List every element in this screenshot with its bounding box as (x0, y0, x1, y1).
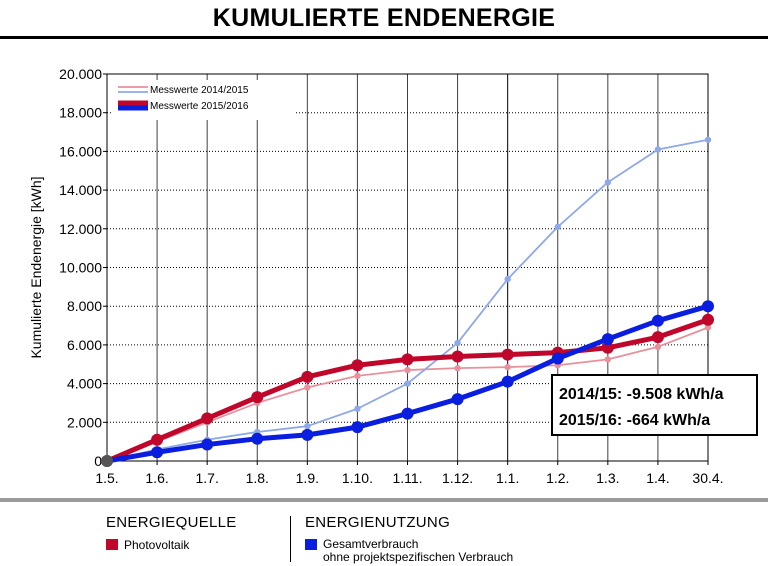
footer-divider (0, 498, 768, 502)
data-point (654, 343, 662, 351)
data-point (301, 428, 314, 441)
y-tick-label: 12.000 (59, 221, 102, 237)
x-tick-label: 1.3. (596, 470, 619, 486)
y-tick-label: 14.000 (59, 182, 102, 198)
legend-item-gesamtverbrauch: Gesamtverbrauch ohne projektspezifischen… (305, 538, 513, 564)
legend-label-gesamtverbrauch-sub: ohne projektspezifischen Verbrauch (323, 550, 514, 564)
data-point (702, 300, 714, 313)
y-tick-label: 0 (94, 453, 102, 469)
x-tick-label: 1.10. (342, 470, 373, 486)
section-energiequelle: ENERGIEQUELLE Photovoltaik (106, 514, 237, 552)
data-point (401, 407, 414, 420)
data-point (404, 366, 411, 374)
data-point (151, 446, 164, 459)
data-point (654, 146, 662, 153)
x-tick-label: 1.11. (392, 470, 422, 486)
data-point (704, 136, 712, 143)
data-point (251, 391, 264, 404)
data-point (451, 350, 464, 363)
data-point (454, 339, 461, 347)
section-divider (290, 516, 291, 562)
x-tick-label: 1.8. (246, 470, 269, 486)
data-point (604, 179, 612, 186)
legend-label-0: Messwerte 2014/2015 (150, 85, 249, 96)
data-point (304, 422, 311, 430)
data-point (101, 455, 113, 467)
title-divider (0, 36, 768, 39)
data-point (651, 314, 664, 327)
photovoltaik-swatch (106, 539, 118, 550)
section-title-energiequelle: ENERGIEQUELLE (106, 514, 237, 531)
x-tick-label: 1.1. (496, 470, 519, 486)
data-point (501, 375, 514, 388)
data-point (351, 359, 364, 372)
data-point (404, 380, 411, 387)
data-point (201, 438, 214, 451)
y-tick-label: 20.000 (59, 66, 102, 82)
y-tick-label: 6.000 (67, 337, 102, 353)
data-point (501, 348, 514, 361)
annotation-box: 2014/15: -9.508 kWh/a 2015/16: -664 kWh/… (551, 374, 758, 436)
y-tick-label: 2.000 (67, 414, 102, 430)
data-point (201, 412, 214, 425)
data-point (301, 370, 314, 383)
data-point (601, 341, 614, 354)
x-tick-label: 1.5. (95, 470, 118, 486)
data-point (354, 405, 361, 412)
y-axis-label: Kumulierte Endenergie [kWh] (28, 176, 44, 358)
y-tick-label: 18.000 (59, 105, 102, 121)
chart-title: KUMULIERTE ENDENERGIE (212, 4, 556, 32)
annotation-2014-15: 2014/15: -9.508 kWh/a (559, 386, 724, 403)
data-point (551, 352, 564, 365)
section-energienutzung: ENERGIENUTZUNG Gesamtverbrauch ohne proj… (305, 514, 513, 564)
data-point (504, 363, 511, 371)
annotation-2015-16: 2015/16: -664 kWh/a (559, 412, 711, 429)
data-point (651, 331, 664, 344)
y-tick-label: 4.000 (67, 376, 102, 392)
legend-label-1: Messwerte 2015/2016 (150, 101, 249, 112)
x-tick-label: 1.2. (546, 470, 569, 486)
data-point (354, 372, 361, 380)
data-point (704, 324, 712, 331)
data-point (604, 356, 612, 363)
legend-label-photovoltaik: Photovoltaik (124, 538, 190, 552)
y-tick-label: 10.000 (59, 260, 102, 276)
data-point (251, 432, 264, 445)
data-point (601, 333, 614, 346)
data-point (454, 364, 461, 372)
x-tick-label: 1.4. (646, 470, 669, 486)
legend-label-gesamtverbrauch: Gesamtverbrauch (323, 537, 419, 551)
data-point (554, 223, 561, 231)
data-point (304, 384, 311, 391)
data-point (451, 393, 464, 406)
x-tick-label: 1.12. (442, 470, 473, 486)
data-point (351, 421, 364, 434)
x-tick-label: 1.6. (145, 470, 168, 486)
x-tick-label: 30.4. (692, 470, 723, 486)
y-tick-label: 8.000 (67, 298, 102, 314)
data-point (702, 313, 714, 326)
x-tick-label: 1.7. (195, 470, 218, 486)
gesamtverbrauch-swatch (305, 539, 317, 550)
data-point (504, 275, 511, 283)
data-point (401, 353, 414, 366)
legend-item-photovoltaik: Photovoltaik (106, 538, 237, 552)
x-tick-label: 1.9. (296, 470, 319, 486)
y-tick-label: 16.000 (59, 143, 102, 159)
section-title-energienutzung: ENERGIENUTZUNG (305, 514, 451, 531)
data-point (151, 433, 164, 446)
